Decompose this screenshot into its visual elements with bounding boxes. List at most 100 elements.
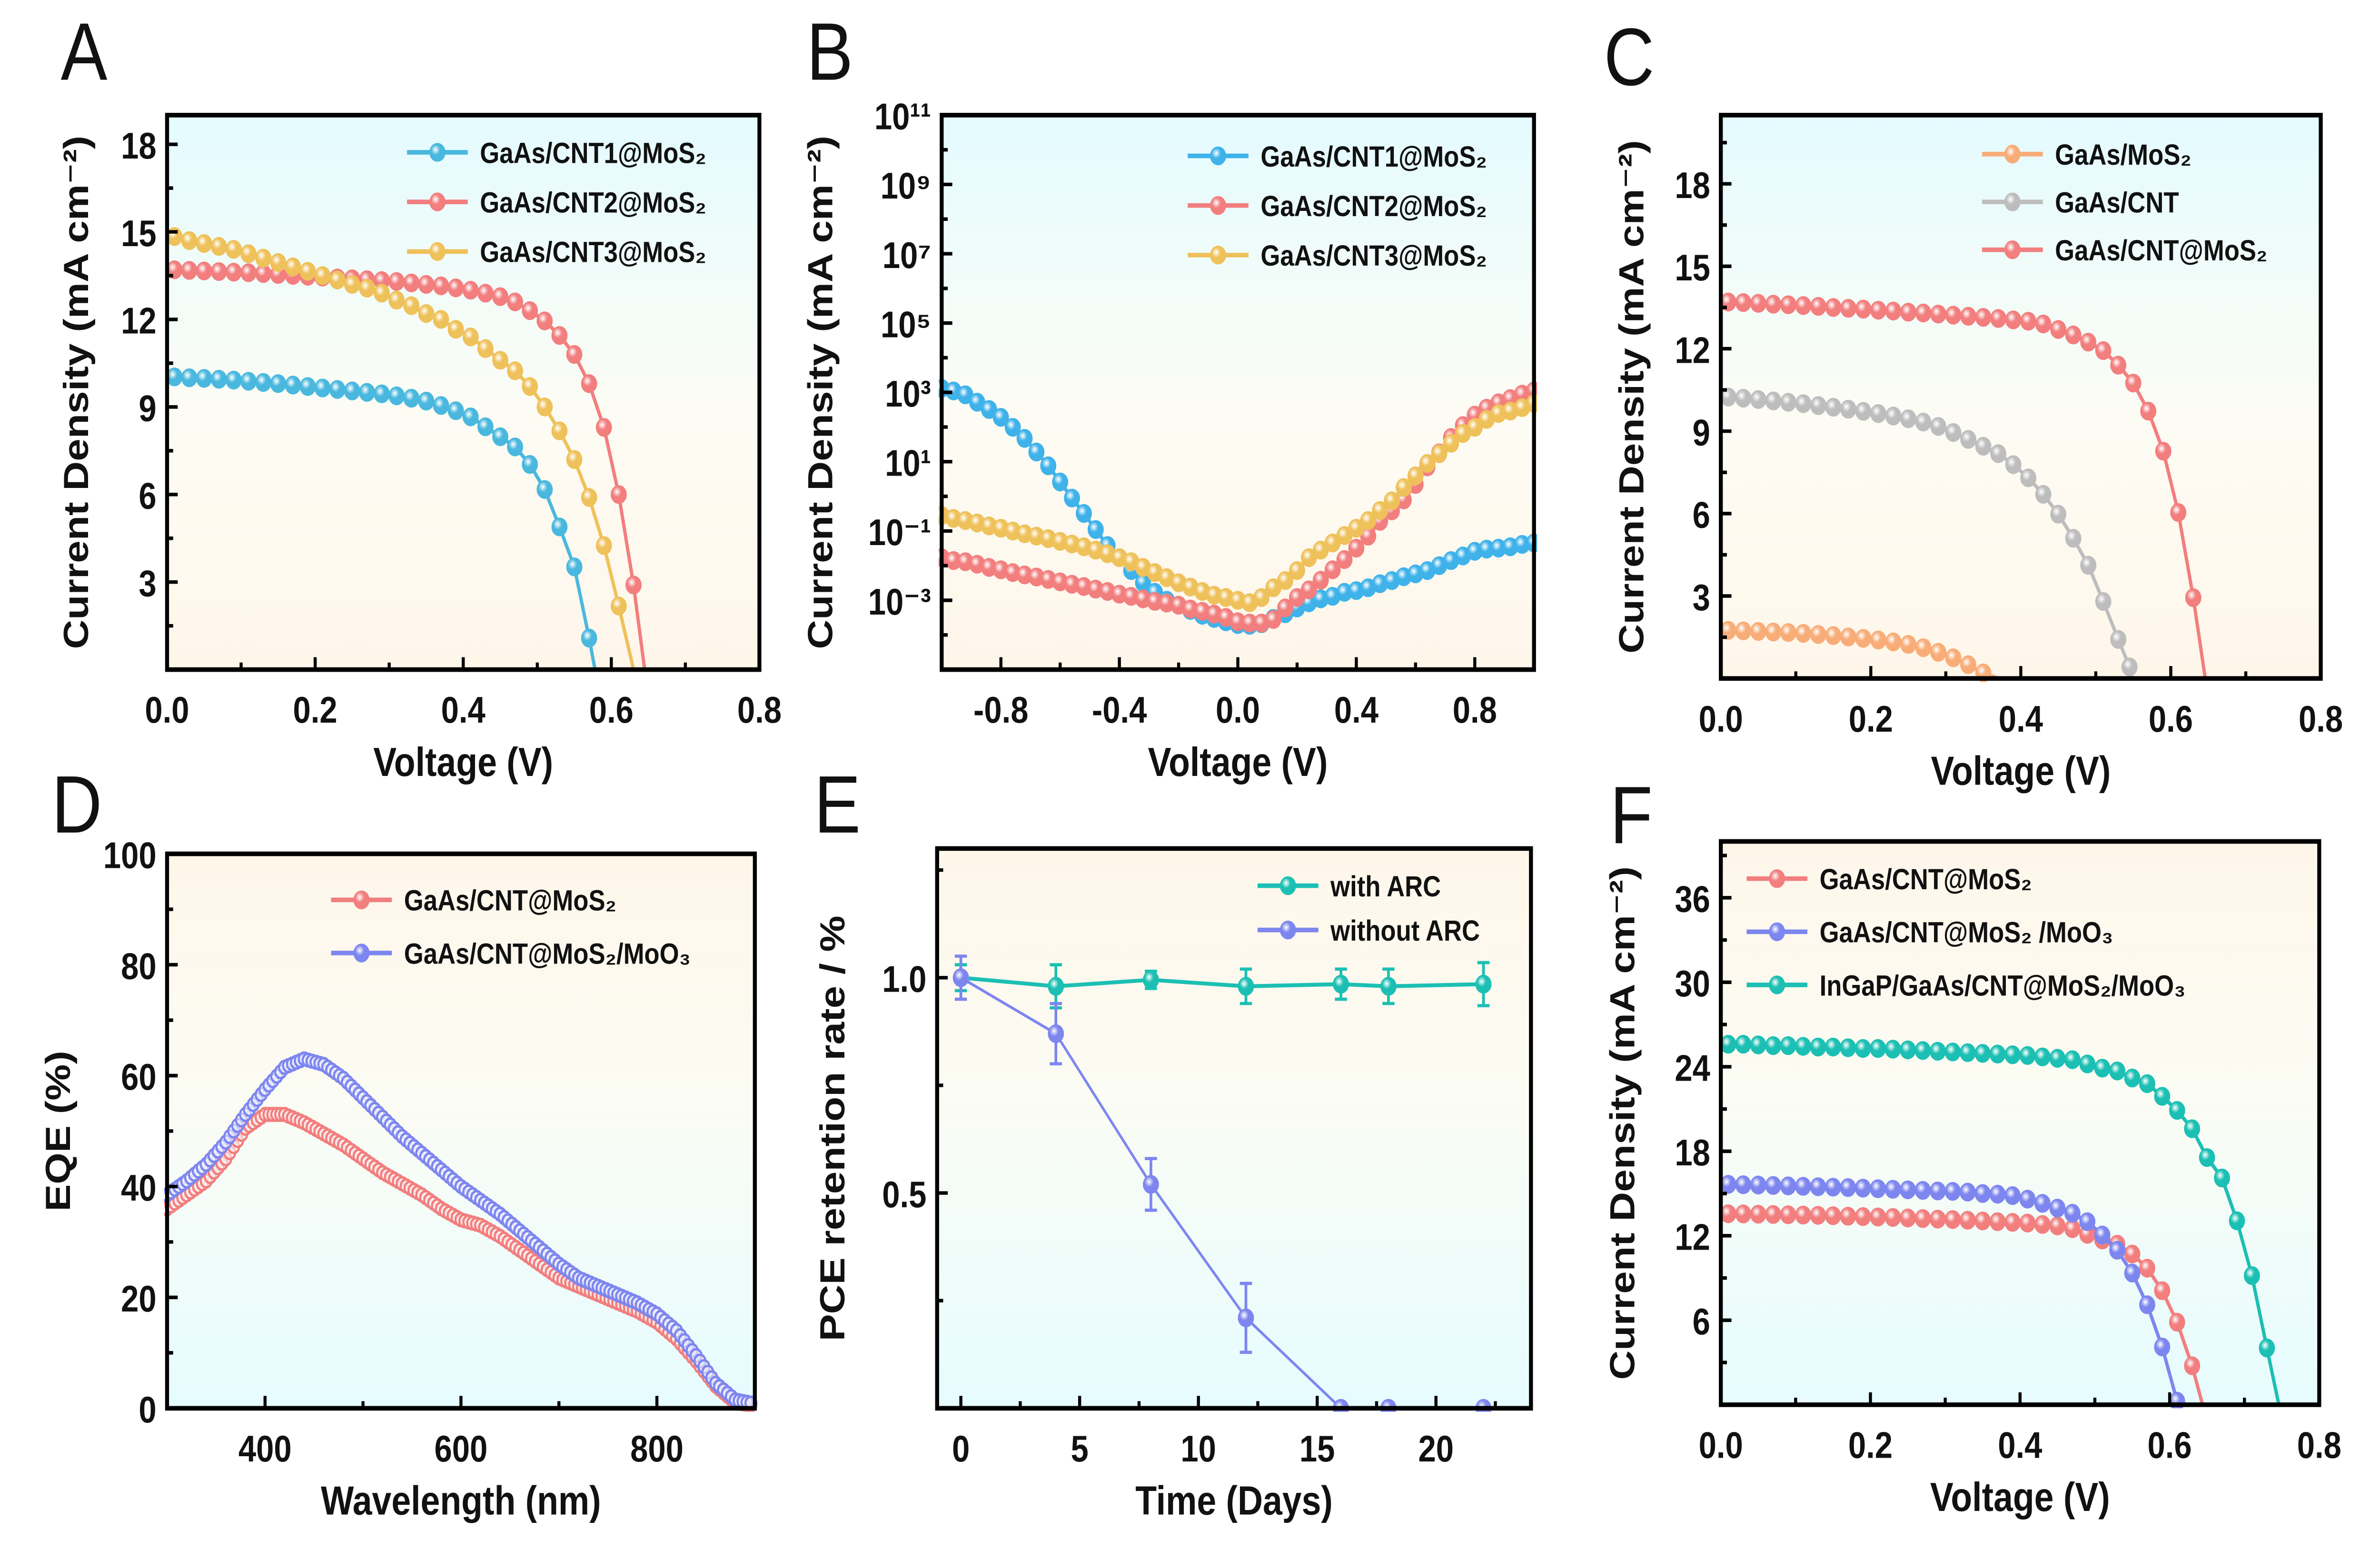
data-point [1960,655,1977,675]
panel-d: 400 600 800 0 20 40 60 80 100 Wavelength (nm) EQE … [38,759,758,1523]
data-point [1914,1181,1931,1200]
data-point [2019,1190,2036,1209]
data-point [2065,325,2082,345]
legend-label: GaAs/MoS₂ [2055,139,2192,171]
legend-label: GaAs/CNT@MoS₂ [1820,863,2032,896]
data-point [2110,356,2127,375]
data-point [1289,561,1305,580]
data-point [388,272,405,291]
data-point [566,345,583,364]
data-point [1324,560,1341,579]
data-point [1780,1205,1796,1224]
y-tick-label: 100 [103,835,157,876]
data-point [403,296,420,315]
data-point [2079,1054,2096,1073]
data-point [610,485,627,504]
data-point [1048,977,1064,996]
y-tick-label: 12 [1675,330,1710,371]
data-point [1735,293,1752,312]
data-point [1959,1043,1976,1063]
data-point [1795,1177,1811,1196]
data-point [1914,1209,1931,1228]
legend-item: GaAs/CNT [1982,187,2179,219]
data-point [1312,571,1329,590]
data-point [1944,1210,1961,1229]
data-point [329,380,346,399]
data-point [2170,503,2187,522]
y-tick-label: 10¹¹ [874,96,931,138]
data-point [1750,1035,1766,1054]
data-point [299,377,316,396]
data-point [522,301,538,320]
legend-label: GaAs/CNT1@MoS₂ [480,137,706,170]
y-tick-label: 6 [1693,1301,1710,1342]
data-point [2109,1062,2125,1081]
data-point [1870,1179,1886,1198]
x-tick-label: 0.2 [293,689,337,731]
legend-marker [429,143,446,162]
data-point [1915,638,1932,657]
data-point [2094,1059,2111,1078]
data-point [1989,1044,2006,1063]
data-point [1735,1175,1752,1194]
x-tick-label: 0.8 [1453,689,1497,731]
legend-item: GaAs/CNT@MoS₂ [331,884,616,917]
data-point [240,372,257,391]
data-point [1064,488,1080,508]
y-tick-label: 10⁻³ [868,581,931,623]
data-point [1765,295,1782,314]
legend-label: GaAs/CNT3@MoS₂ [480,236,706,269]
y-tick-label: 9 [1693,412,1710,454]
plot-frame [935,846,1533,1411]
data-point [1720,1204,1736,1223]
data-point [1750,390,1766,409]
data-point [1277,598,1293,617]
data-point [522,455,538,474]
data-point [1854,1207,1871,1226]
y-tick-label: 10⁵ [881,304,931,346]
legend-item: GaAs/MoS₂ [1982,139,2192,171]
data-point [1735,621,1752,641]
data-point [2020,468,2037,487]
legend-label: GaAs/CNT3@MoS₂ [1260,239,1487,272]
data-point [2064,1203,2081,1223]
data-point [1336,550,1353,569]
x-tick-label: 600 [435,1428,488,1470]
data-point [1840,399,1856,419]
data-point [1900,635,1916,654]
data-point [581,628,597,648]
data-point [240,263,257,282]
data-point [447,320,464,339]
data-point [226,262,242,282]
data-point [581,374,597,393]
y-tick-label: 36 [1675,879,1710,920]
data-point [1840,1178,1856,1197]
data-point [2035,485,2052,504]
data-point [1930,643,1946,662]
data-point [1765,1036,1782,1055]
data-point [1825,397,1842,417]
data-point [1900,1040,1916,1060]
data-point [610,596,627,616]
panel-b: -0.8 -0.4 0.0 0.4 0.8 10⁻³ 10⁻¹ 10¹ 10³ 10⁵ 10⁷ 10⁹… [801,6,1537,785]
data-point [418,275,435,294]
x-tick-label: 0 [952,1428,970,1470]
data-point [462,328,479,347]
data-point [344,275,360,294]
data-point [477,284,494,303]
data-point [1735,1204,1752,1223]
x-tick-label: 400 [238,1428,292,1470]
data-point [270,374,287,393]
data-point [1016,429,1033,448]
data-point [2140,401,2157,421]
data-point [1975,308,1992,327]
data-point [181,231,198,250]
x-axis-title: Voltage (V) [1931,748,2111,794]
data-point [181,368,198,388]
data-point [1443,434,1459,453]
x-tick-label: 0.6 [589,689,634,731]
data-point [1960,430,1977,449]
legend: GaAs/CNT@MoS₂ GaAs/CNT@MoS₂/MoO₃ [331,884,691,970]
data-point [314,266,331,285]
data-point [1900,303,1916,322]
